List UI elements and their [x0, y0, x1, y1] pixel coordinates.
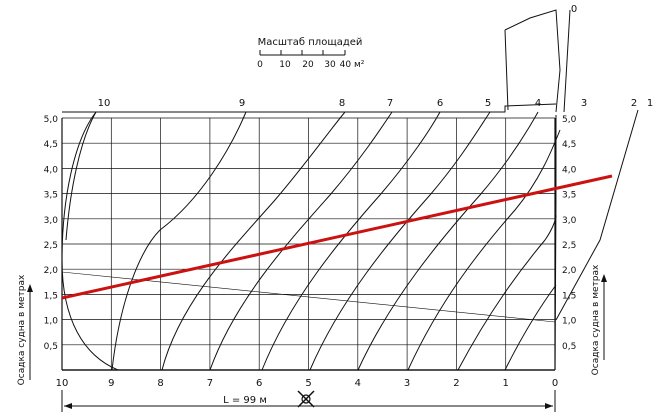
scale-tick-40: 40 м²: [340, 60, 365, 70]
station-number-top: 0: [571, 4, 577, 15]
bonjean-curve-8: [161, 111, 346, 371]
bonjean-curve-2: [457, 214, 557, 371]
draft-label-right: 1,5: [562, 291, 576, 301]
station-number-top: 1: [647, 98, 653, 109]
draft-label-left: 1,0: [44, 317, 59, 327]
length-label: L = 99 м: [223, 395, 267, 406]
axis-label-right: Осадка судна в метрах: [591, 264, 601, 375]
left-axis-label: Осадка судна в метрах: [17, 274, 33, 385]
station-number-bottom: 4: [355, 378, 361, 389]
bonjean-curve-9: [111, 111, 247, 371]
station-number-bottom: 6: [256, 378, 262, 389]
bonjean-curve-6: [261, 111, 441, 371]
draft-label-left: 4,0: [44, 165, 59, 175]
draft-label-left: 4,5: [44, 140, 58, 150]
bonjean-curve-10: [65, 111, 97, 241]
draft-scale-right: 0,5 1,0 1,5 2,0 2,5 3,0 3,5 4,0 4,5 5,0: [562, 115, 577, 352]
scale-tick-10: 10: [279, 60, 291, 70]
draft-label-right: 5,0: [562, 115, 577, 125]
station-number-top: 5: [485, 98, 491, 109]
station-number-top: 3: [581, 98, 587, 109]
station-number-top: 10: [98, 98, 111, 109]
area-scale: Масштаб площадей 0 10 20 30 40 м²: [257, 37, 365, 70]
bonjean-curve-5: [309, 111, 491, 371]
bonjean-curve-7: [209, 111, 393, 371]
right-axis-label: Осадка судна в метрах: [591, 264, 607, 375]
scale-tick-20: 20: [302, 60, 314, 70]
station-number-top: 9: [239, 98, 245, 109]
station-number-bottom: 5: [305, 378, 311, 389]
red-waterline: [61, 174, 613, 300]
station-numbers-bottom: 10 9 8 7 6 5 4 3 2 1 0: [56, 378, 559, 389]
station-number-bottom: 8: [157, 378, 163, 389]
station-number-top: 6: [437, 98, 443, 109]
station-number-bottom: 10: [56, 378, 69, 389]
area-scale-title: Масштаб площадей: [258, 37, 363, 48]
draft-label-left: 0,5: [44, 342, 58, 352]
bonjean-curve-3: [407, 129, 561, 371]
hull-contour: [61, 9, 639, 371]
station-number-top: 7: [387, 98, 393, 109]
draft-label-left: 2,5: [44, 241, 58, 251]
bonjean-curves: [65, 111, 561, 371]
length-dimension: L = 99 м: [61, 390, 556, 412]
scale-tick-0: 0: [257, 60, 263, 70]
draft-label-right: 4,0: [562, 165, 577, 175]
draft-label-right: 4,5: [562, 140, 576, 150]
draft-label-left: 3,5: [44, 191, 58, 201]
draft-label-left: 5,0: [44, 115, 59, 125]
draft-label-left: 2,0: [44, 266, 59, 276]
station-number-bottom: 9: [108, 378, 114, 389]
draft-label-right: 0,5: [562, 342, 576, 352]
draft-label-left: 1,5: [44, 291, 58, 301]
bonjean-curve-1: [504, 284, 557, 371]
scale-tick-30: 30: [324, 60, 336, 70]
draft-label-right: 3,5: [562, 191, 576, 201]
station-numbers-top: 10 9 8 7 6 5 4 3 2 10: [98, 4, 654, 109]
draft-label-right: 2,0: [562, 266, 577, 276]
station-number-top: 4: [535, 98, 541, 109]
midship-icon: [297, 390, 315, 408]
draft-label-right: 1,0: [562, 317, 577, 327]
station-number-top: 8: [339, 98, 345, 109]
station-number-top: 2: [631, 98, 637, 109]
station-number-bottom: 0: [552, 378, 558, 389]
station-number-bottom: 3: [404, 378, 410, 389]
draft-scale-left: 0,5 1,0 1,5 2,0 2,5 3,0 3,5 4,0 4,5 5,0: [44, 115, 59, 352]
station-number-bottom: 1: [503, 378, 509, 389]
station-number-bottom: 7: [207, 378, 213, 389]
draft-label-right: 2,5: [562, 241, 576, 251]
axis-label-left: Осадка судна в метрах: [17, 274, 27, 385]
station-number-bottom: 2: [453, 378, 459, 389]
bonjean-curve-4: [357, 111, 539, 371]
draft-label-left: 3,0: [44, 216, 59, 226]
draft-label-right: 3,0: [562, 216, 577, 226]
